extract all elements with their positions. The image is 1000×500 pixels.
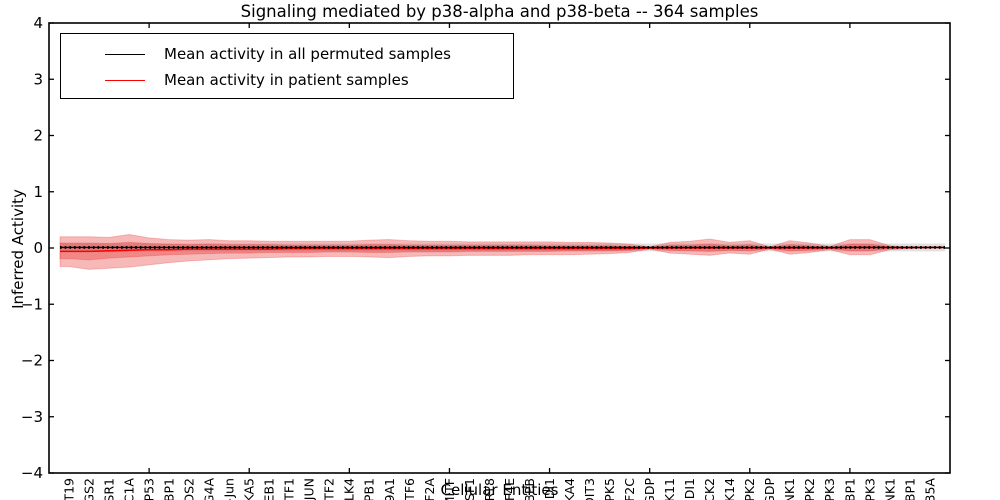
x-category-label: MAPK14 (722, 478, 737, 500)
x-category-label: TP53 (141, 478, 156, 500)
legend-label-permuted: Mean activity in all permuted samples (164, 45, 451, 63)
x-category-label: MEF2C (622, 478, 637, 500)
y-tick-label: 1 (33, 183, 43, 201)
x-category-label: CEBPB (522, 478, 537, 500)
x-category-label: PPARGC1A (121, 478, 136, 500)
x-category-label: SLC9A1 (382, 478, 397, 500)
y-tick-label: 3 (33, 70, 43, 88)
x-category-label: GDI1 (542, 478, 557, 500)
y-tick-label: −3 (21, 408, 43, 426)
x-category-label: PLA2G4A (202, 478, 217, 500)
y-tick-label: −2 (21, 352, 43, 370)
x-category-label: EIF4EBP1 (162, 478, 177, 500)
x-category-label: ATF6 (402, 478, 417, 500)
x-category-label: MITF (442, 478, 457, 500)
x-category-label: RPS6KA4 (562, 478, 577, 500)
y-tick-label: 4 (33, 14, 43, 32)
x-category-label: USF1 (462, 478, 477, 500)
x-category-label: p38alpha-beta/MNK1 (782, 478, 797, 500)
x-category-label: RAB5/GDP (762, 478, 777, 500)
y-tick-label: 0 (33, 239, 43, 257)
x-category-label: ESR1 (101, 478, 116, 500)
x-category-label: MEF2A (422, 478, 437, 500)
x-category-label: JUN (302, 478, 317, 500)
x-category-label: HSPB1 (362, 478, 377, 500)
patient-outer-band (59, 233, 930, 270)
x-category-label: p38alpha-beta/CK2 (702, 478, 717, 500)
x-category-label: EIF4E (502, 478, 517, 500)
x-category-label: HBP1 (902, 478, 917, 500)
x-category-label: ATF2/c-Jun (222, 478, 237, 500)
x-category-label: PTGS2 (81, 478, 96, 500)
x-category-label: RPS6KA5 (242, 478, 257, 500)
legend-item-permuted: Mean activity in all permuted samples (61, 41, 451, 67)
x-category-label: KRT8 (482, 478, 497, 500)
legend-label-patient: Mean activity in patient samples (164, 71, 409, 89)
y-tick-label: −4 (21, 464, 43, 482)
x-category-label: mol:GDP (642, 478, 657, 500)
x-category-label: MAPK11 (662, 478, 677, 500)
x-category-label: DDIT3 (582, 478, 597, 500)
legend: Mean activity in all permuted samples Me… (60, 33, 514, 99)
x-category-label: RAB5A (922, 478, 937, 500)
x-axis-label: Cellular Entities (440, 481, 559, 499)
x-category-label: MAPKAPK2 (802, 478, 817, 500)
x-category-label: MAPKAPK5 (602, 478, 617, 500)
y-tick-label: 2 (33, 127, 43, 145)
x-category-label: KRT19 (61, 478, 76, 500)
permuted-line-swatch (105, 53, 145, 55)
legend-item-patient: Mean activity in patient samples (61, 67, 409, 93)
x-category-label: ELK4 (342, 478, 357, 500)
x-category-label: MKNK1 (882, 478, 897, 500)
patient-line-swatch (105, 79, 145, 81)
x-category-label: p38alpha-beta/MAPKAPK3 (822, 478, 837, 500)
x-category-label: NOS2 (182, 478, 197, 500)
x-category-label: ATF1 (282, 478, 297, 500)
x-category-label: RAB5/GDP/GDI1 (682, 478, 697, 500)
x-category-label: p38alpha-beta/MAPKAPK2 (742, 478, 757, 500)
y-tick-label: −1 (21, 295, 43, 313)
x-category-label: CREB1 (262, 478, 277, 500)
x-category-label: MAPKAPK3 (862, 478, 877, 500)
figure-title: Signaling mediated by p38-alpha and p38-… (240, 2, 759, 21)
y-axis-label: Inferred Activity (9, 189, 27, 309)
x-category-label: ATF2 (322, 478, 337, 500)
x-category-label: p38alpha-beta/HBP1 (842, 478, 857, 500)
